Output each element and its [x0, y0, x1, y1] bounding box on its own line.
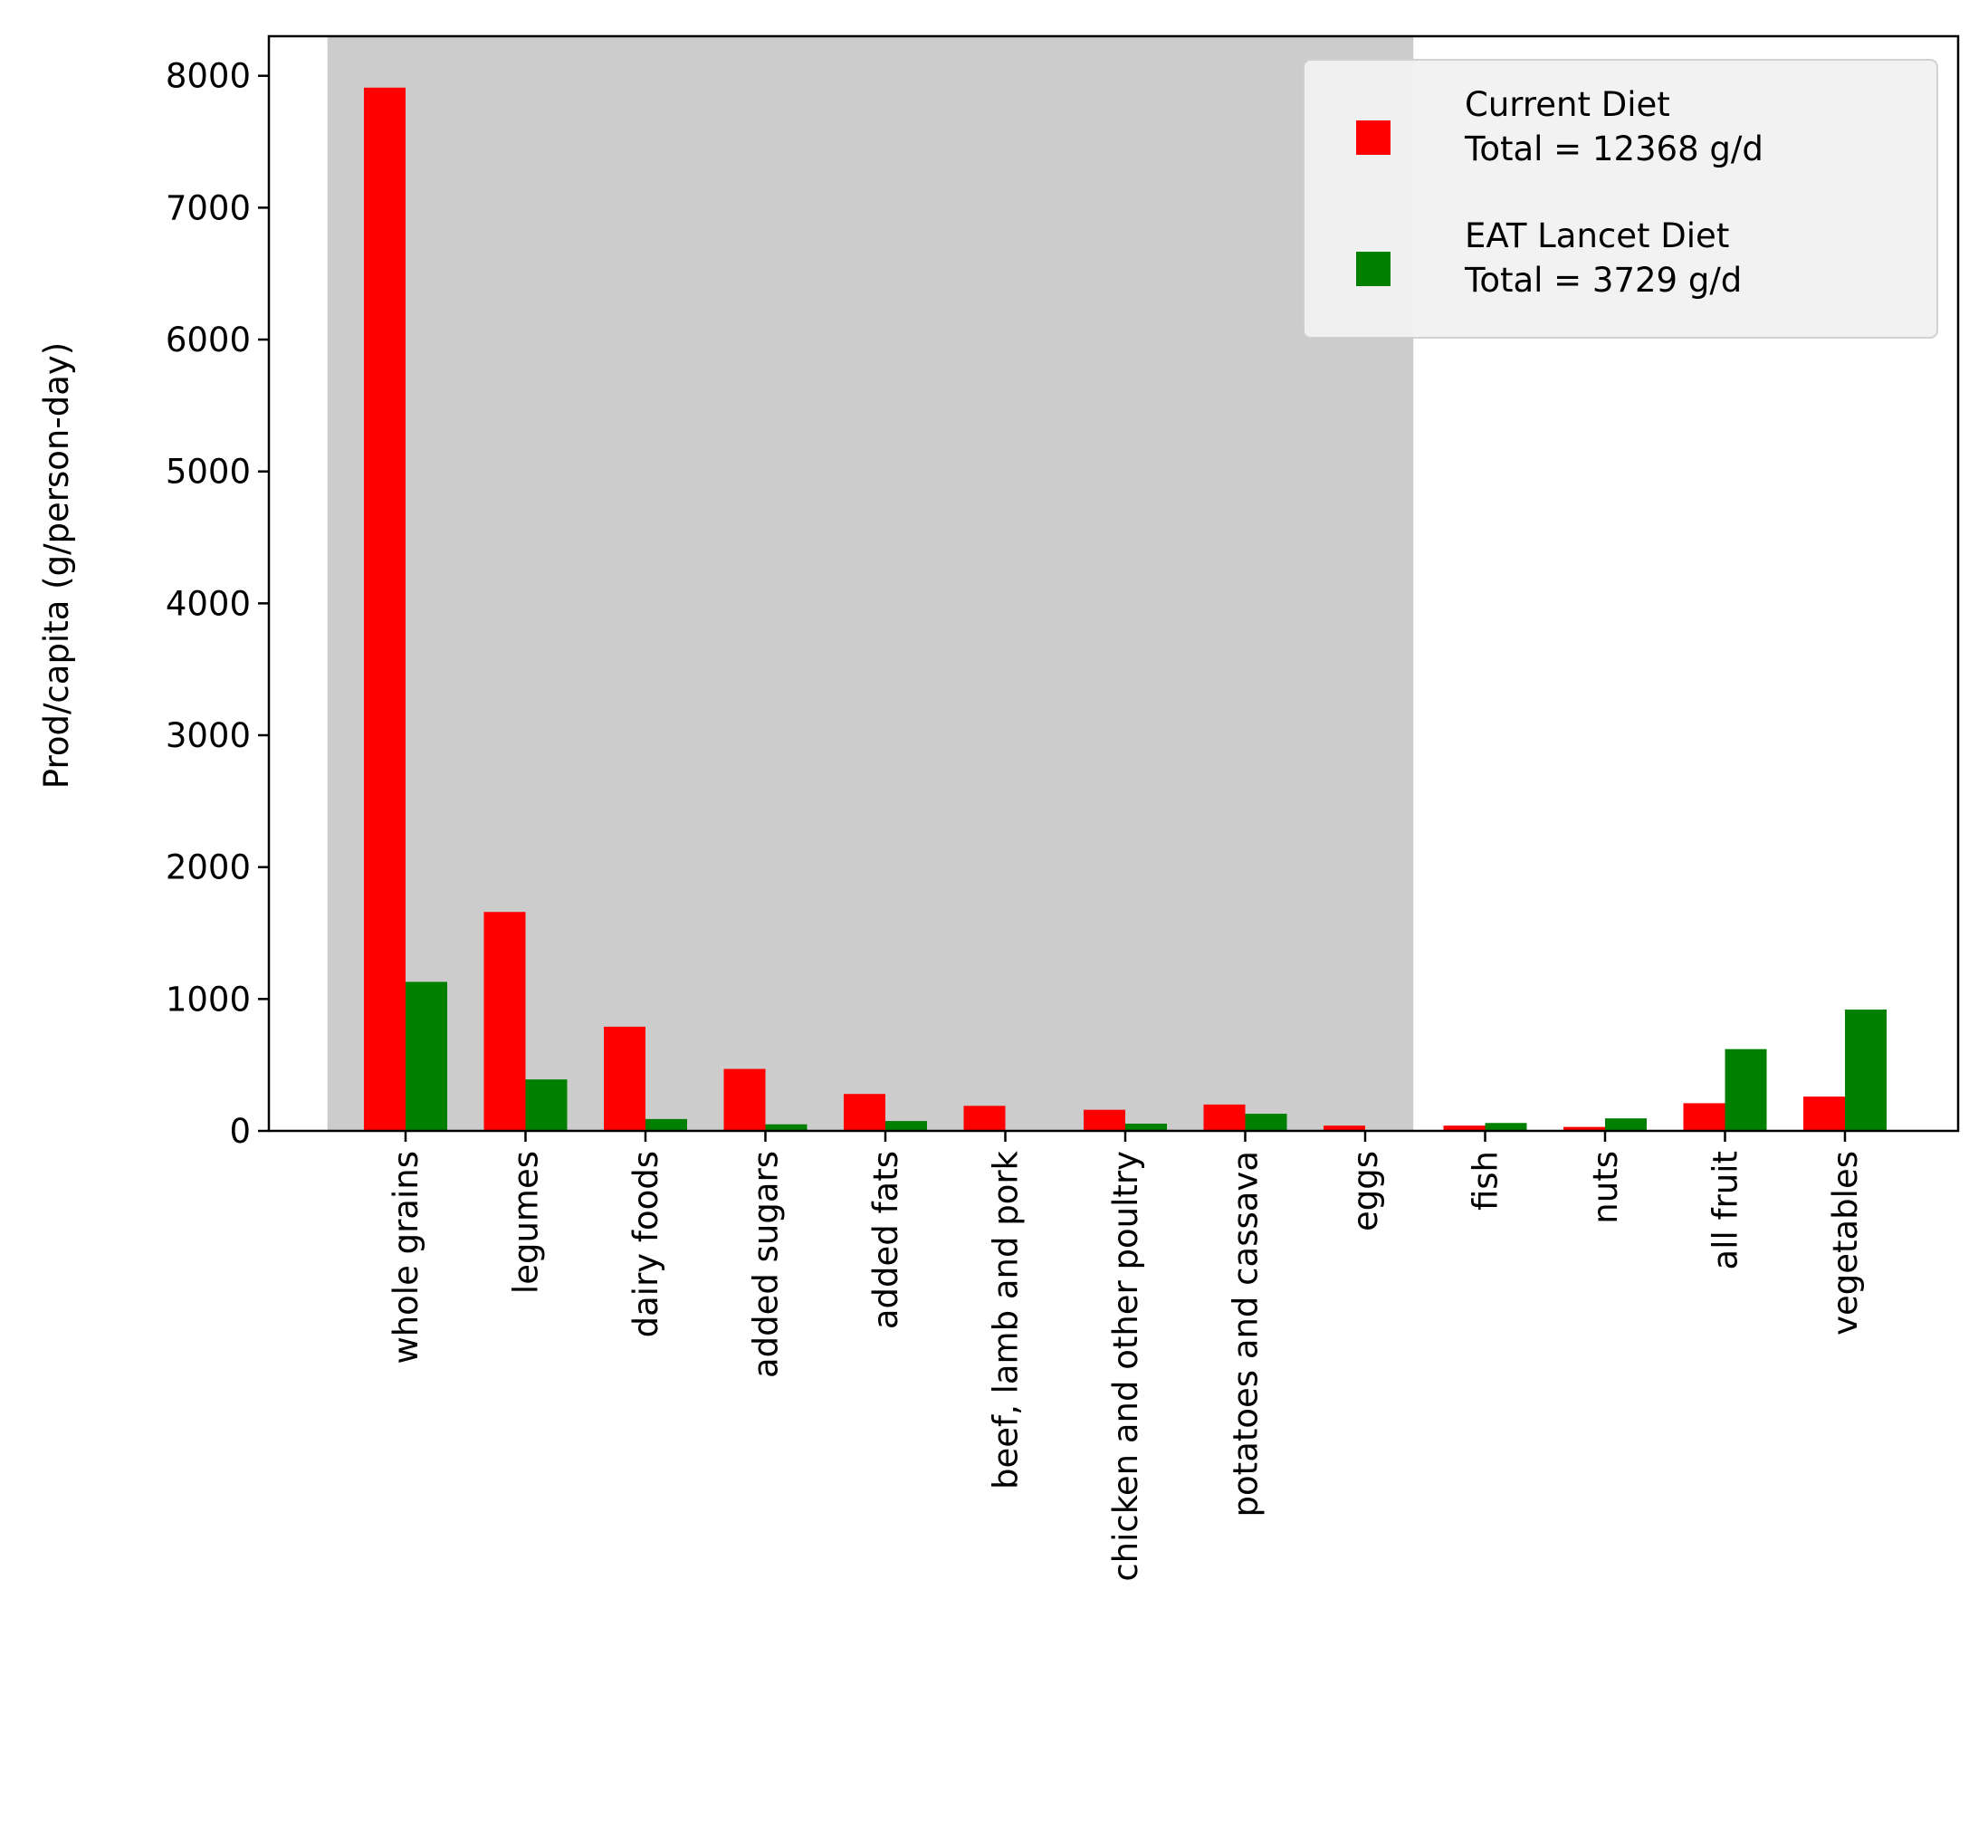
legend: Current Diet Total = 12368 g/d EAT Lancet … [1303, 59, 1938, 339]
x-tick-label: potatoes and cassava [1227, 1151, 1266, 1517]
bar-current-11 [1683, 1103, 1725, 1131]
bar-current-2 [604, 1026, 645, 1131]
y-tick-label: 5000 [166, 453, 251, 492]
x-tick-label: vegetables [1826, 1151, 1865, 1336]
x-tick-label: whole grains [387, 1151, 425, 1364]
bar-current-8 [1324, 1125, 1365, 1131]
bar-eat-lancet-10 [1605, 1118, 1647, 1131]
legend-series-name: Current Diet [1465, 85, 1670, 124]
x-tick-label: added sugars [747, 1151, 786, 1378]
y-tick-label: 4000 [166, 584, 251, 623]
bar-eat-lancet-11 [1725, 1048, 1767, 1131]
bar-eat-lancet-9 [1485, 1123, 1527, 1131]
x-tick-label: fish [1467, 1151, 1505, 1211]
x-axis-ticks: whole grains legumes dairy foods added suga… [387, 1131, 1865, 1582]
bar-current-4 [844, 1094, 885, 1131]
y-tick-label: 1000 [166, 980, 251, 1019]
bar-eat-lancet-4 [885, 1121, 927, 1131]
plot-area-frame [267, 34, 1960, 1133]
bar-current-5 [963, 1106, 1006, 1131]
bar-current-12 [1803, 1096, 1845, 1131]
bar-current-7 [1203, 1104, 1246, 1131]
bar-current-9 [1443, 1125, 1486, 1131]
bars-layer [364, 87, 1887, 1131]
bar-current-0 [364, 87, 406, 1131]
legend-series-total: Total = 12368 g/d [1464, 129, 1763, 168]
x-tick-label: added fats [866, 1151, 905, 1329]
x-tick-label: all fruit [1706, 1151, 1745, 1269]
legend-swatch [1356, 120, 1391, 155]
bar-current-3 [723, 1068, 766, 1131]
bar-eat-lancet-3 [765, 1124, 808, 1131]
y-tick-label: 6000 [166, 321, 251, 359]
y-tick-label: 2000 [166, 848, 251, 887]
x-tick-label: chicken and other poultry [1106, 1151, 1145, 1582]
x-tick-label: nuts [1586, 1151, 1625, 1224]
bar-eat-lancet-7 [1245, 1114, 1287, 1131]
x-tick-label: eggs [1346, 1151, 1385, 1231]
bar-current-1 [483, 912, 526, 1131]
y-tick-label: 3000 [166, 716, 251, 755]
y-tick-label: 0 [229, 1112, 251, 1151]
y-axis-ticks: 0 1000 2000 3000 4000 5000 6000 7000 8000 [166, 57, 269, 1151]
bar-eat-lancet-6 [1125, 1123, 1167, 1131]
bar-eat-lancet-1 [525, 1079, 568, 1131]
x-tick-label: legumes [507, 1151, 546, 1294]
bar-eat-lancet-12 [1845, 1009, 1887, 1131]
legend-box [1303, 59, 1938, 339]
x-tick-label: dairy foods [626, 1151, 665, 1337]
y-tick-label: 7000 [166, 188, 251, 227]
bar-current-10 [1563, 1126, 1605, 1131]
y-axis-label: Prod/capita (g/person-day) [37, 342, 76, 789]
bar-eat-lancet-0 [406, 981, 447, 1131]
bar-eat-lancet-2 [645, 1118, 687, 1131]
y-tick-label: 8000 [166, 57, 251, 96]
x-tick-label: beef, lamb and pork [987, 1150, 1026, 1489]
legend-swatch [1356, 252, 1391, 286]
legend-series-name: EAT Lancet Diet [1465, 216, 1729, 255]
bar-current-6 [1084, 1109, 1125, 1131]
legend-series-total: Total = 3729 g/d [1464, 261, 1742, 300]
